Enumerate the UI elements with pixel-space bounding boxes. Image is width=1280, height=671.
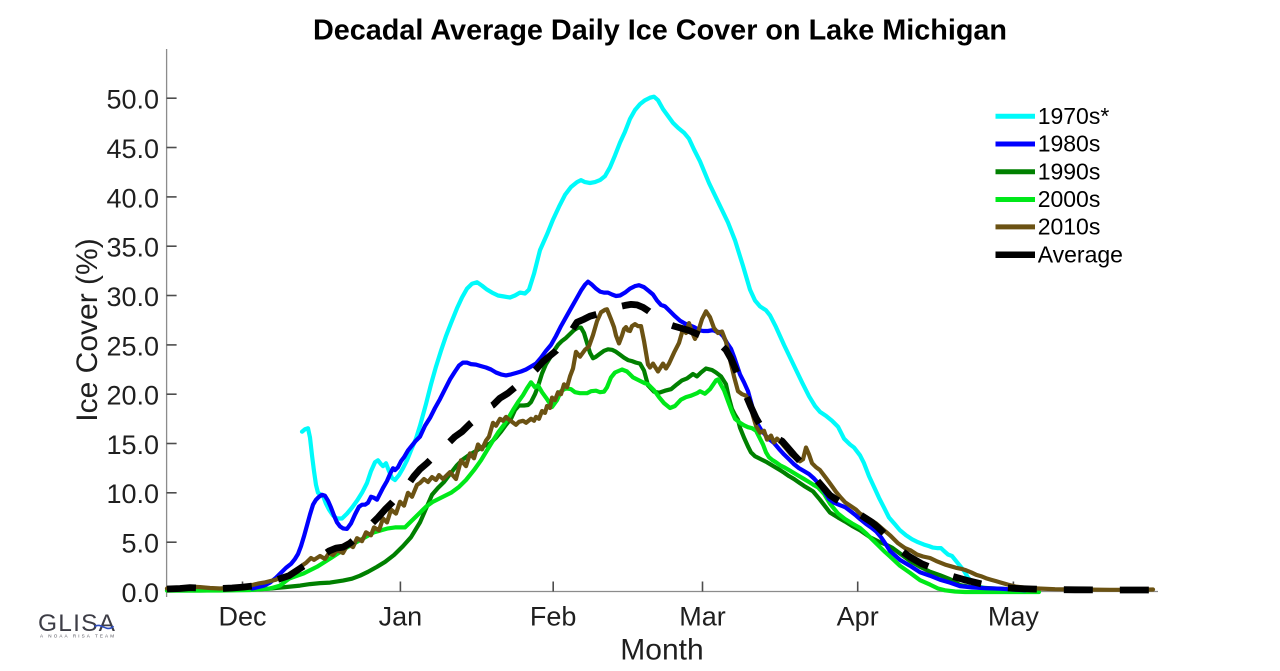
svg-text:40.0: 40.0 [106,183,159,213]
svg-text:5.0: 5.0 [121,529,159,559]
svg-text:15.0: 15.0 [106,430,159,460]
svg-text:GLISA: GLISA [38,610,116,637]
svg-text:50.0: 50.0 [106,85,159,115]
svg-text:0.0: 0.0 [121,578,159,608]
svg-text:30.0: 30.0 [106,282,159,312]
svg-text:Decadal Average Daily Ice Cove: Decadal Average Daily Ice Cover on Lake … [313,15,1007,47]
svg-text:A NOAA RISA TEAM: A NOAA RISA TEAM [40,634,116,639]
svg-text:May: May [988,601,1040,631]
svg-text:Apr: Apr [837,601,879,631]
svg-text:Feb: Feb [530,601,577,631]
svg-text:Dec: Dec [218,601,266,631]
svg-text:1970s*: 1970s* [1038,103,1110,129]
svg-text:20.0: 20.0 [106,381,159,411]
svg-text:35.0: 35.0 [106,233,159,263]
svg-text:25.0: 25.0 [106,331,159,361]
svg-text:Jan: Jan [379,601,423,631]
svg-text:Mar: Mar [679,601,726,631]
svg-text:1990s: 1990s [1038,158,1101,184]
svg-text:Average: Average [1038,241,1123,267]
svg-text:45.0: 45.0 [106,134,159,164]
svg-text:2010s: 2010s [1038,214,1101,240]
svg-text:Ice Cover (%): Ice Cover (%) [71,238,104,421]
svg-text:10.0: 10.0 [106,479,159,509]
svg-text:2000s: 2000s [1038,186,1101,212]
svg-text:1980s: 1980s [1038,131,1101,157]
svg-text:Month: Month [620,634,703,667]
